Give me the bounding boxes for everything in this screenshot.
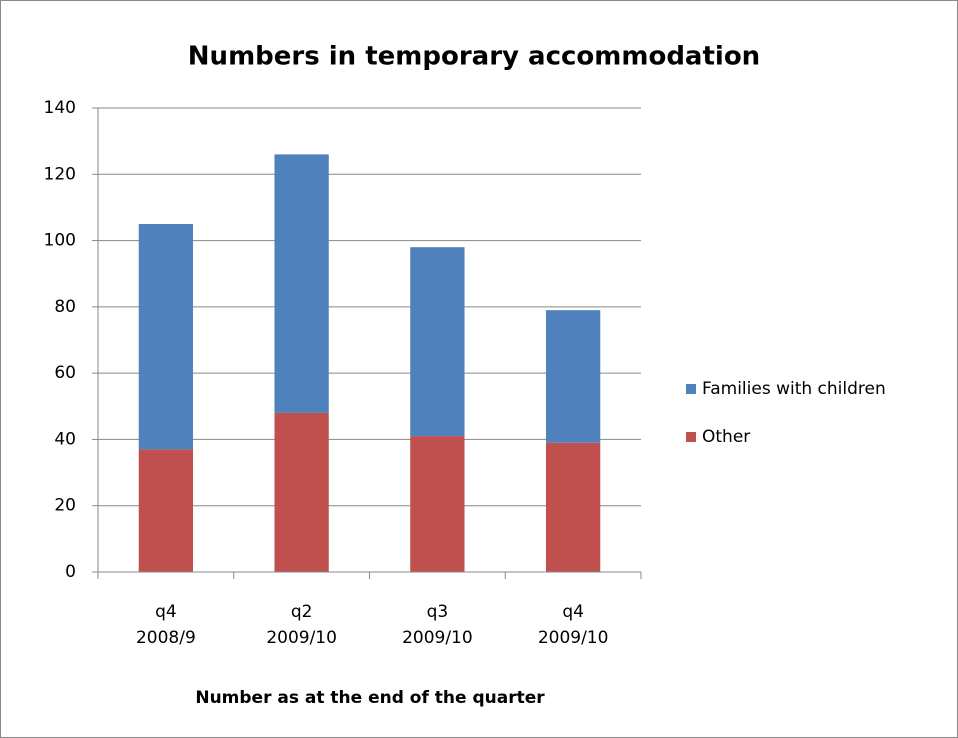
x-tick-label-line: 2009/10	[538, 628, 609, 648]
bar-segment	[410, 436, 465, 572]
x-tick-label-line: 2009/10	[402, 628, 473, 648]
bar-segment	[138, 224, 194, 450]
x-tick-label-line: q4	[155, 602, 177, 622]
x-tick-label-line: 2008/9	[136, 628, 196, 648]
bar-segment	[545, 442, 601, 572]
x-tick-label-line: q4	[562, 602, 584, 622]
x-tick-label: q4 2009/10	[538, 602, 609, 648]
bar-segment	[138, 449, 194, 572]
y-tick-label: 0	[65, 562, 76, 582]
bar-segment	[545, 310, 601, 443]
legend-swatch	[686, 432, 696, 442]
x-tick-label: q3 2009/10	[402, 602, 473, 648]
chart-title: Numbers in temporary accommodation	[188, 42, 760, 72]
legend-swatch	[686, 384, 696, 394]
x-axis-label: Number as at the end of the quarter	[195, 688, 545, 708]
bar-segment	[274, 154, 329, 413]
y-tick-label: 120	[44, 164, 76, 184]
x-tick-label: q4 2008/9	[136, 602, 196, 648]
x-tick-label: q2 2009/10	[266, 602, 337, 648]
y-tick-label: 20	[54, 496, 76, 516]
legend-label: Families with children	[702, 379, 886, 399]
y-tick-label: 40	[54, 429, 76, 449]
x-tick-label-line: q2	[291, 602, 313, 622]
bar-segment	[274, 412, 329, 572]
y-tick-label: 100	[44, 231, 76, 251]
bar-segment	[410, 247, 465, 437]
x-tick-label-line: 2009/10	[266, 628, 337, 648]
y-tick-label: 80	[54, 297, 76, 317]
legend-label: Other	[702, 427, 750, 447]
x-tick-label-line: q3	[427, 602, 449, 622]
y-tick-label: 60	[54, 363, 76, 383]
y-tick-label: 140	[44, 98, 76, 118]
